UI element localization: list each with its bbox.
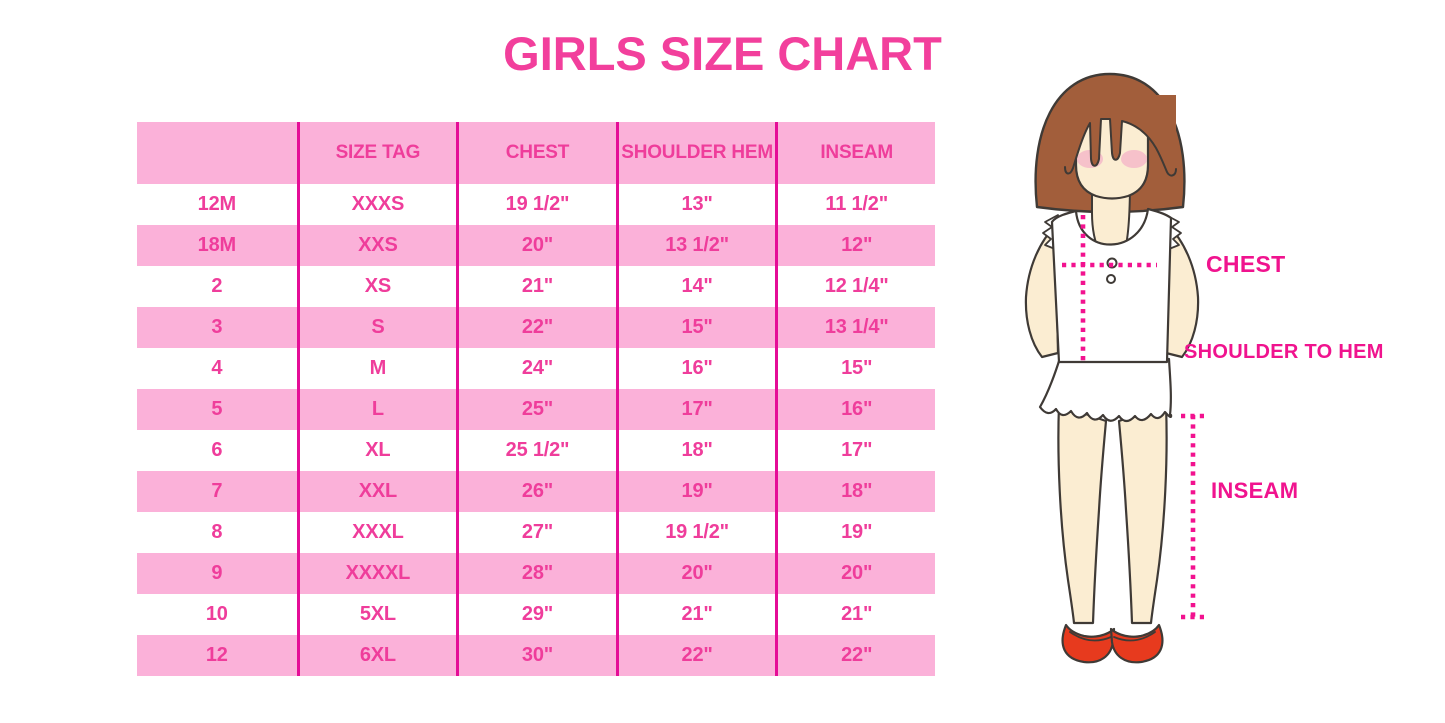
table-cell: 13 1/2" <box>615 225 776 266</box>
table-cell: 18M <box>137 225 297 266</box>
table-cell: 6XL <box>296 635 457 676</box>
table-cell: 22" <box>456 307 616 348</box>
column-header: SIZE TAG <box>296 122 457 184</box>
table-cell: 14" <box>615 266 776 307</box>
column-header: SHOULDER HEM <box>615 122 776 184</box>
table-cell: 21" <box>615 594 776 635</box>
table-cell: 12 <box>137 635 297 676</box>
table-cell: 18" <box>615 430 776 471</box>
table-cell: XXXS <box>296 184 457 225</box>
table-cell: S <box>296 307 457 348</box>
table-cell: 19 1/2" <box>615 512 776 553</box>
table-cell: 25 1/2" <box>456 430 616 471</box>
table-cell: 21" <box>456 266 616 307</box>
table-cell: 26" <box>456 471 616 512</box>
table-cell: 13" <box>615 184 776 225</box>
table-cell: 18" <box>775 471 935 512</box>
table-cell: XL <box>296 430 457 471</box>
girl-bangs-edge <box>1064 118 1177 177</box>
girl-shoe-strap-left <box>1069 631 1112 642</box>
page-title: GIRLS SIZE CHART <box>503 27 942 80</box>
table-cell: 10 <box>137 594 297 635</box>
table-cell: 24" <box>456 348 616 389</box>
table-cell: 20" <box>615 553 776 594</box>
table-cell: 19" <box>615 471 776 512</box>
table-cell: 15" <box>615 307 776 348</box>
table-cell: XS <box>296 266 457 307</box>
girl-shoe-right <box>1109 623 1164 664</box>
girl-arm-left <box>1024 223 1060 359</box>
table-cell: XXL <box>296 471 457 512</box>
girl-shoe-left <box>1061 623 1116 664</box>
size-table: SIZE TAG CHEST SHOULDER HEM INSEAM 12M XXXS 19… <box>137 122 935 676</box>
table-cell: 6 <box>137 430 297 471</box>
girl-leg-right <box>1117 403 1168 625</box>
table-cell: 4 <box>137 348 297 389</box>
inseam-measurement-label: INSEAM <box>1211 478 1299 503</box>
corner-cell <box>137 122 297 184</box>
table-cell: 5XL <box>296 594 457 635</box>
table-cell: 12M <box>137 184 297 225</box>
table-cell: 19 1/2" <box>456 184 616 225</box>
shoulder-to-hem-measurement-label: SHOULDER TO HEM <box>1184 341 1384 363</box>
girl-illustration <box>1024 72 1205 664</box>
table-cell: M <box>296 348 457 389</box>
table-cell: 20" <box>456 225 616 266</box>
girl-leg-left <box>1057 403 1108 625</box>
table-cell: 22" <box>775 635 935 676</box>
table-cell: 28" <box>456 553 616 594</box>
girl-shoe-strap-right <box>1113 631 1156 642</box>
table-cell: 8 <box>137 512 297 553</box>
table-cell: 19" <box>775 512 935 553</box>
table-cell: 27" <box>456 512 616 553</box>
table-cell: XXS <box>296 225 457 266</box>
column-header: INSEAM <box>775 122 935 184</box>
girl-top-button-2 <box>1106 274 1116 284</box>
table-cell: 5 <box>137 389 297 430</box>
girl-figure <box>1000 55 1400 680</box>
table-cell: 30" <box>456 635 616 676</box>
girl-blush-right <box>1121 150 1147 168</box>
table-cell: 16" <box>615 348 776 389</box>
table-cell: 12" <box>775 225 935 266</box>
girl-arm-right <box>1164 223 1200 359</box>
table-cell: 20" <box>775 553 935 594</box>
table-cell: 16" <box>775 389 935 430</box>
table-cell: 7 <box>137 471 297 512</box>
table-cell: 3 <box>137 307 297 348</box>
table-cell: 17" <box>615 389 776 430</box>
table-cell: 2 <box>137 266 297 307</box>
table-cell: 12 1/4" <box>775 266 935 307</box>
column-header: CHEST <box>456 122 616 184</box>
table-cell: 9 <box>137 553 297 594</box>
table-cell: XXXXL <box>296 553 457 594</box>
chest-measurement-label: CHEST <box>1206 251 1286 277</box>
table-cell: 15" <box>775 348 935 389</box>
table-cell: 25" <box>456 389 616 430</box>
table-cell: 13 1/4" <box>775 307 935 348</box>
table-cell: 29" <box>456 594 616 635</box>
table-cell: XXXL <box>296 512 457 553</box>
table-cell: 17" <box>775 430 935 471</box>
table-cell: L <box>296 389 457 430</box>
table-cell: 22" <box>615 635 776 676</box>
girl-skirt <box>1038 356 1173 423</box>
table-cell: 21" <box>775 594 935 635</box>
table-cell: 11 1/2" <box>775 184 935 225</box>
